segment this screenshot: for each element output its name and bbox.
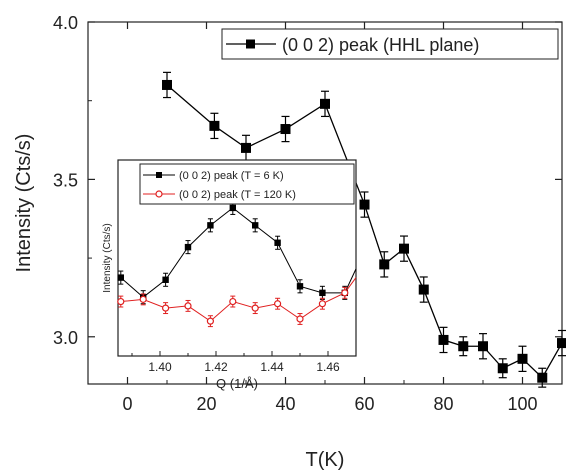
inset-data-point xyxy=(296,315,304,323)
inset-x-axis-label: Q (1/Å) xyxy=(216,376,258,391)
main-x-tick-label: 40 xyxy=(275,394,295,414)
inset-data-point xyxy=(117,274,124,281)
main-data-point xyxy=(209,120,220,131)
inset-series-line xyxy=(120,207,357,298)
main-data-point xyxy=(359,199,370,210)
main-data-point xyxy=(320,98,330,109)
main-x-axis-label: T(K) xyxy=(306,449,345,471)
main-legend-label: (0 0 2) peak (HHL plane) xyxy=(282,35,479,55)
inset-data-point xyxy=(274,300,282,308)
inset-x-tick-label: 1.46 xyxy=(316,360,340,374)
main-data-point xyxy=(162,79,172,90)
inset-series-layer xyxy=(117,200,357,328)
main-x-tick-label: 80 xyxy=(433,394,453,414)
inset-data-point xyxy=(117,297,125,306)
main-data-point xyxy=(379,259,390,270)
inset-data-point xyxy=(296,283,304,290)
main-data-point xyxy=(478,341,488,352)
main-data-point xyxy=(280,124,291,135)
main-data-point xyxy=(438,334,449,345)
inset-legend-label-120k: (0 0 2) peak (T = 120 K) xyxy=(179,189,296,201)
main-x-tick-label: 0 xyxy=(122,394,132,414)
main-axis-ticks: 0 20 40 60 80 100 3.0 3.5 4.0 xyxy=(53,13,563,414)
main-series-line xyxy=(166,84,563,379)
main-y-tick-label: 3.0 xyxy=(53,328,78,348)
inset-legend-marker-6k xyxy=(156,172,162,178)
inset-legend-marker-120k xyxy=(155,190,163,198)
inset-data-point xyxy=(341,289,349,297)
main-legend: (0 0 2) peak (HHL plane) xyxy=(221,28,559,60)
inset-data-point xyxy=(318,300,326,308)
inset-data-point xyxy=(184,302,192,310)
inset-data-point xyxy=(139,295,147,303)
main-x-tick-label: 20 xyxy=(196,394,216,414)
inset-series-line xyxy=(120,277,357,322)
main-legend-box xyxy=(221,28,559,60)
main-data-point xyxy=(399,243,409,254)
inset-data-point xyxy=(206,317,214,325)
inset-data-point xyxy=(274,239,281,246)
inset-legend: (0 0 2) peak (T = 6 K) (0 0 2) peak (T =… xyxy=(139,163,355,205)
inset-data-point xyxy=(319,289,326,297)
inset-axis-ticks: 1.40 1.42 1.44 1.46 xyxy=(131,351,340,374)
main-data-point xyxy=(241,142,251,153)
main-data-point xyxy=(537,372,548,383)
inset-x-tick-label: 1.40 xyxy=(148,360,172,374)
inset-data-point xyxy=(251,304,259,312)
main-x-tick-label: 60 xyxy=(354,394,374,414)
main-y-axis-label: Intensity (Cts/s) xyxy=(13,134,35,273)
inset-data-point xyxy=(207,222,214,229)
inset-legend-label-6k: (0 0 2) peak (T = 6 K) xyxy=(179,170,284,182)
main-data-point xyxy=(418,284,429,295)
inset-data-point xyxy=(162,304,170,312)
inset-x-tick-label: 1.42 xyxy=(204,360,228,374)
inset-y-axis-label: Intensity (Cts/s) xyxy=(102,223,113,292)
inset-chart: 1.40 1.42 1.44 1.46 Intensity (Cts/s) Q (1/… xyxy=(102,159,357,391)
main-data-point xyxy=(497,363,508,374)
main-series-layer xyxy=(162,71,566,388)
inset-data-point xyxy=(229,297,237,306)
main-data-point xyxy=(458,341,469,352)
inset-legend-box xyxy=(139,163,355,205)
inset-data-point xyxy=(162,276,169,283)
main-x-tick-label: 100 xyxy=(507,394,537,414)
main-legend-marker xyxy=(246,39,255,49)
inset-x-tick-label: 1.44 xyxy=(260,360,284,374)
inset-data-point xyxy=(252,222,259,229)
main-y-tick-label: 3.5 xyxy=(53,170,78,190)
inset-data-point xyxy=(229,204,236,212)
main-data-point xyxy=(517,353,528,364)
inset-data-point xyxy=(184,243,192,251)
main-y-tick-label: 4.0 xyxy=(53,13,78,33)
main-data-point xyxy=(557,338,566,349)
